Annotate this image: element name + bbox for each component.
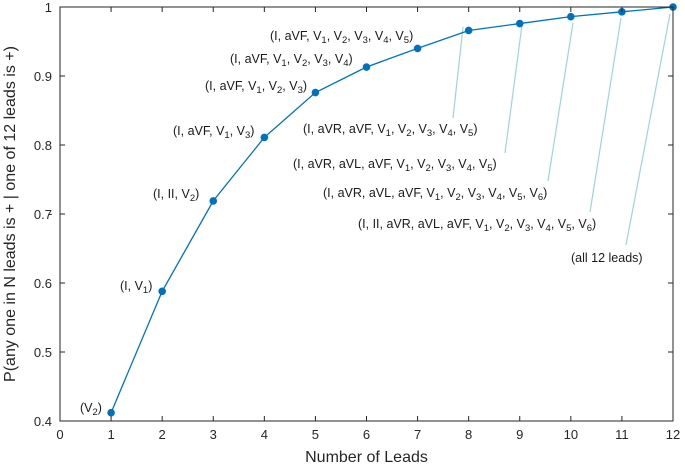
x-tick-label: 5: [312, 427, 319, 442]
point-annotation: (I, aVF, V1, V2, V3, V4): [230, 52, 353, 69]
y-tick-label: 0.7: [34, 207, 52, 222]
point-annotation: (I, aVR, aVL, aVF, V1, V2, V3, V4, V5): [293, 157, 497, 174]
stray-mark: -: [48, 206, 52, 221]
annotation-leader-line: [625, 13, 671, 246]
annotation-leader-line: [589, 17, 622, 213]
data-point: [515, 19, 524, 28]
data-point: [158, 287, 166, 296]
y-axis-label: P(any one in N leads is + | one of 12 le…: [2, 46, 19, 382]
point-annotation: (all 12 leads): [571, 251, 643, 265]
x-tick-label: 3: [210, 427, 217, 442]
x-tick-label: 4: [261, 427, 268, 442]
annotation-leader-line: [452, 26, 464, 119]
y-tick-label: 0.8: [34, 138, 52, 153]
data-point: [107, 408, 115, 417]
data-point: [209, 197, 218, 205]
y-tick-label: 0.5: [34, 345, 52, 360]
point-annotation: (I, V1): [120, 279, 152, 296]
data-point: [311, 88, 320, 97]
point-annotation: (I, aVR, aVL, aVF, V1, V2, V3, V4, V5, V…: [323, 186, 547, 203]
x-tick-label: 0: [56, 427, 63, 442]
annotation-leader-line: [547, 22, 574, 182]
y-tick-label: 0.9: [34, 69, 52, 84]
annotation-leader-line: [504, 24, 523, 154]
data-point: [464, 26, 473, 35]
series-line: [110, 6, 674, 413]
y-tick-label: 1: [45, 0, 52, 15]
point-annotation: (I, II, V2): [153, 187, 199, 204]
point-annotation: (I, aVF, V1, V3): [173, 124, 254, 141]
point-annotation: (I, aVR, aVF, V1, V2, V3, V4, V5): [303, 122, 478, 139]
point-annotation: (I, II, aVR, aVL, aVF, V1, V2, V3, V4, V…: [358, 217, 596, 234]
y-tick-label: 0.6: [34, 276, 52, 291]
point-annotation: (I, aVF, V1, V2, V3, V4, V5): [270, 29, 413, 46]
x-tick-label: 10: [564, 427, 578, 442]
point-annotation: (V2): [80, 401, 102, 418]
point-annotation: (I, aVF, V1, V2, V3): [205, 79, 307, 96]
data-point: [567, 12, 575, 21]
x-tick-label: 2: [159, 427, 166, 442]
x-tick-label: 1: [107, 427, 114, 442]
x-tick-label: 9: [516, 427, 523, 442]
data-point: [413, 44, 422, 53]
y-tick-label: 0.4: [34, 414, 52, 429]
x-tick-label: 6: [363, 427, 370, 442]
x-tick-label: 8: [465, 427, 472, 442]
data-point: [362, 63, 371, 71]
data-point: [260, 133, 269, 142]
x-tick-label: 7: [414, 427, 421, 442]
x-tick-label: 11: [615, 427, 629, 442]
x-axis-label: Number of Leads: [305, 449, 428, 466]
x-tick-label: 12: [666, 427, 680, 442]
